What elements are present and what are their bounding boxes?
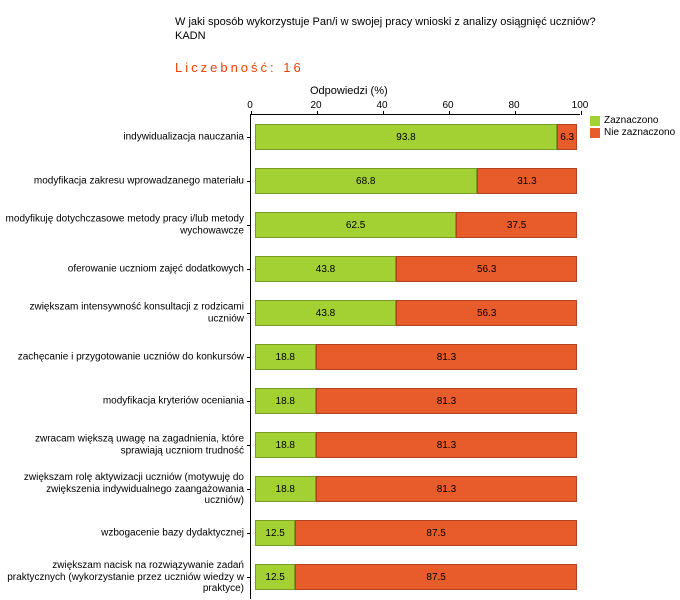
chart-row: indywidualizacja nauczania93.86.3: [251, 115, 580, 159]
yaxis-tick: [247, 401, 251, 402]
legend-swatch: [590, 128, 600, 138]
xaxis-tick-label: 80: [508, 100, 519, 111]
bar-segment-nie-zaznaczono: 6.3: [557, 124, 577, 150]
bar-wrap: 18.881.3: [255, 388, 577, 414]
yaxis-tick: [247, 137, 251, 138]
chart-row: oferowanie uczniom zajęć dodatkowych43.8…: [251, 247, 580, 291]
chart-row: zwiększam nacisk na rozwiązywanie zadań …: [251, 555, 580, 599]
bar-segment-zaznaczono: 68.8: [255, 168, 477, 194]
bar-segment-nie-zaznaczono: 31.3: [477, 168, 578, 194]
row-label: oferowanie uczniom zajęć dodatkowych: [4, 263, 244, 275]
yaxis-tick: [247, 533, 251, 534]
row-label: zwiększam nacisk na rozwiązywanie zadań …: [4, 560, 244, 595]
yaxis-tick: [247, 225, 251, 226]
chart-row: zwracam większą uwagę na zagadnienia, kt…: [251, 423, 580, 467]
bar-segment-zaznaczono: 18.8: [255, 432, 316, 458]
bar-segment-zaznaczono: 18.8: [255, 344, 316, 370]
bar-segment-nie-zaznaczono: 81.3: [316, 344, 578, 370]
bar-segment-zaznaczono: 12.5: [255, 564, 295, 590]
chart-row: modyfikacja kryteriów oceniania18.881.3: [251, 379, 580, 423]
bar-segment-zaznaczono: 12.5: [255, 520, 295, 546]
chart-row: zwiększam rolę aktywizacji uczniów (moty…: [251, 467, 580, 511]
xaxis-label: Odpowiedzi (%): [310, 85, 388, 97]
legend: ZaznaczonoNie zaznaczono: [590, 115, 675, 139]
bar-segment-nie-zaznaczono: 81.3: [316, 432, 578, 458]
plot-area: indywidualizacja nauczania93.86.3modyfik…: [250, 114, 580, 599]
bar-segment-nie-zaznaczono: 87.5: [295, 564, 577, 590]
yaxis-tick: [247, 313, 251, 314]
row-label: zwracam większą uwagę na zagadnienia, kt…: [4, 434, 244, 457]
bar-wrap: 43.856.3: [255, 256, 577, 282]
xaxis-tickline: [581, 111, 582, 115]
bar-segment-zaznaczono: 43.8: [255, 300, 396, 326]
xaxis: 020406080100: [250, 100, 580, 114]
yaxis-tick: [247, 357, 251, 358]
chart-row: modyfikacja zakresu wprowadzanego materi…: [251, 159, 580, 203]
row-label: modyfikacja zakresu wprowadzanego materi…: [4, 175, 244, 187]
bar-wrap: 62.537.5: [255, 212, 577, 238]
bar-wrap: 12.587.5: [255, 520, 577, 546]
chart-row: modyfikuję dotychczasowe metody pracy i/…: [251, 203, 580, 247]
bar-wrap: 18.881.3: [255, 476, 577, 502]
chart-row: zachęcanie i przygotowanie uczniów do ko…: [251, 335, 580, 379]
bar-segment-nie-zaznaczono: 56.3: [396, 256, 577, 282]
bar-segment-zaznaczono: 18.8: [255, 388, 316, 414]
bar-segment-zaznaczono: 62.5: [255, 212, 456, 238]
xaxis-tick-label: 100: [572, 100, 589, 111]
bar-segment-nie-zaznaczono: 87.5: [295, 520, 577, 546]
row-label: modyfikuję dotychczasowe metody pracy i/…: [4, 214, 244, 237]
row-label: zwiększam intensywność konsultacji z rod…: [4, 302, 244, 325]
bar-segment-zaznaczono: 93.8: [255, 124, 557, 150]
bar-wrap: 68.831.3: [255, 168, 577, 194]
bar-wrap: 18.881.3: [255, 344, 577, 370]
row-label: indywidualizacja nauczania: [4, 131, 244, 143]
chart-row: wzbogacenie bazy dydaktycznej12.587.5: [251, 511, 580, 555]
chart-title: W jaki sposób wykorzystuje Pan/i w swoje…: [175, 15, 605, 44]
yaxis-tick: [247, 489, 251, 490]
bar-wrap: 18.881.3: [255, 432, 577, 458]
bar-wrap: 12.587.5: [255, 564, 577, 590]
legend-item: Nie zaznaczono: [590, 127, 675, 138]
count-label: Liczebność: 16: [175, 60, 304, 75]
xaxis-tick-label: 60: [442, 100, 453, 111]
xaxis-tick-label: 0: [247, 100, 253, 111]
row-label: zwiększam rolę aktywizacji uczniów (moty…: [4, 472, 244, 507]
yaxis-tick: [247, 445, 251, 446]
legend-swatch: [590, 116, 600, 126]
chart-row: zwiększam intensywność konsultacji z rod…: [251, 291, 580, 335]
bar-segment-nie-zaznaczono: 37.5: [456, 212, 577, 238]
yaxis-tick: [247, 181, 251, 182]
bar-segment-nie-zaznaczono: 81.3: [316, 476, 578, 502]
row-label: zachęcanie i przygotowanie uczniów do ko…: [4, 351, 244, 363]
bar-wrap: 93.86.3: [255, 124, 577, 150]
legend-label: Zaznaczono: [604, 115, 658, 126]
legend-label: Nie zaznaczono: [604, 127, 675, 138]
xaxis-tick-label: 40: [376, 100, 387, 111]
bar-segment-nie-zaznaczono: 81.3: [316, 388, 578, 414]
yaxis-tick: [247, 269, 251, 270]
bar-segment-zaznaczono: 18.8: [255, 476, 316, 502]
bar-segment-nie-zaznaczono: 56.3: [396, 300, 577, 326]
xaxis-tick-label: 20: [310, 100, 321, 111]
yaxis-tick: [247, 577, 251, 578]
row-label: modyfikacja kryteriów oceniania: [4, 395, 244, 407]
bar-segment-zaznaczono: 43.8: [255, 256, 396, 282]
bar-wrap: 43.856.3: [255, 300, 577, 326]
legend-item: Zaznaczono: [590, 115, 675, 126]
row-label: wzbogacenie bazy dydaktycznej: [4, 527, 244, 539]
